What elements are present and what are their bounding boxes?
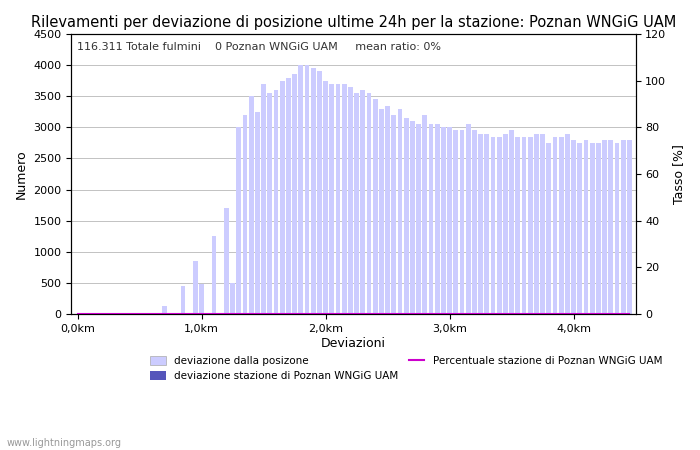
Bar: [267, 93, 272, 314]
Legend: deviazione dalla posizone, deviazione stazione di Poznan WNGiG UAM, Percentuale : deviazione dalla posizone, deviazione st…: [150, 356, 662, 381]
Bar: [242, 115, 248, 314]
Bar: [248, 96, 253, 314]
Bar: [230, 283, 235, 314]
Bar: [335, 84, 340, 314]
Bar: [534, 134, 539, 314]
Bar: [323, 81, 328, 314]
Bar: [274, 90, 279, 314]
Title: Rilevamenti per deviazione di posizione ultime 24h per la stazione: Poznan WNGiG: Rilevamenti per deviazione di posizione …: [31, 15, 676, 30]
Bar: [193, 261, 198, 314]
Bar: [491, 137, 496, 314]
Bar: [354, 93, 359, 314]
Bar: [528, 137, 533, 314]
Bar: [329, 84, 335, 314]
Bar: [627, 140, 632, 314]
Bar: [224, 208, 229, 314]
Bar: [589, 143, 595, 314]
Bar: [546, 143, 552, 314]
Bar: [540, 134, 545, 314]
Bar: [292, 74, 297, 314]
Bar: [317, 71, 322, 314]
Bar: [360, 90, 365, 314]
Bar: [280, 81, 285, 314]
Text: www.lightningmaps.org: www.lightningmaps.org: [7, 437, 122, 447]
Bar: [584, 140, 589, 314]
Bar: [466, 124, 470, 314]
Bar: [454, 130, 458, 314]
Bar: [410, 121, 415, 314]
Bar: [342, 84, 346, 314]
Bar: [428, 124, 433, 314]
Bar: [379, 108, 384, 314]
Bar: [435, 124, 440, 314]
Bar: [509, 130, 514, 314]
Bar: [348, 87, 353, 314]
Bar: [416, 124, 421, 314]
Bar: [515, 137, 520, 314]
Bar: [311, 68, 316, 314]
Bar: [404, 118, 409, 314]
Bar: [441, 127, 446, 314]
Bar: [367, 93, 372, 314]
Bar: [596, 143, 601, 314]
Bar: [237, 127, 242, 314]
Bar: [621, 140, 626, 314]
Bar: [578, 143, 582, 314]
Y-axis label: Tasso [%]: Tasso [%]: [672, 144, 685, 204]
Bar: [478, 134, 483, 314]
Bar: [286, 77, 291, 314]
Bar: [559, 137, 564, 314]
Bar: [398, 108, 402, 314]
Bar: [552, 137, 557, 314]
Bar: [565, 134, 570, 314]
Bar: [391, 115, 396, 314]
Bar: [608, 140, 613, 314]
Bar: [472, 130, 477, 314]
Text: 116.311 Totale fulmini    0 Poznan WNGiG UAM     mean ratio: 0%: 116.311 Totale fulmini 0 Poznan WNGiG UA…: [77, 42, 441, 52]
Bar: [162, 306, 167, 314]
Bar: [255, 112, 260, 314]
Bar: [304, 65, 309, 314]
Bar: [615, 143, 620, 314]
Bar: [459, 130, 465, 314]
X-axis label: Deviazioni: Deviazioni: [321, 337, 386, 350]
Bar: [422, 115, 427, 314]
Bar: [571, 140, 576, 314]
Bar: [199, 284, 204, 314]
Bar: [372, 99, 378, 314]
Bar: [181, 286, 186, 314]
Bar: [261, 84, 266, 314]
Bar: [602, 140, 607, 314]
Bar: [385, 106, 390, 314]
Bar: [211, 236, 216, 314]
Bar: [503, 134, 508, 314]
Bar: [484, 134, 489, 314]
Y-axis label: Numero: Numero: [15, 149, 28, 199]
Bar: [497, 137, 502, 314]
Bar: [298, 65, 303, 314]
Bar: [447, 127, 452, 314]
Bar: [522, 137, 526, 314]
